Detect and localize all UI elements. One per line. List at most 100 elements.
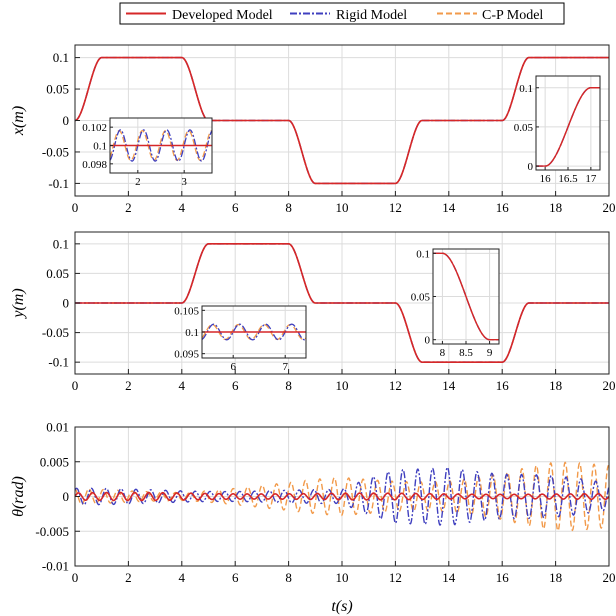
inset-y-tick-label: 0.1 [185, 327, 199, 339]
inset-series [202, 323, 306, 341]
inset-y-tick-label: 0.095 [174, 349, 199, 361]
inset-y-tick-label: 0.05 [514, 122, 534, 134]
inset-y-tick-label: 0.098 [82, 159, 107, 171]
y-tick-label: 0.1 [53, 236, 69, 251]
x-tick-label: 0 [72, 200, 79, 215]
x-tick-label: 8 [285, 378, 292, 393]
inset-x-tick-label: 16 [540, 173, 552, 185]
inset-series-line [433, 252, 499, 341]
x-tick-label: 14 [442, 200, 456, 215]
y-axis-label: y(m) [10, 288, 27, 319]
x-tick-label: 10 [336, 200, 349, 215]
x-tick-label: 20 [603, 570, 616, 585]
inset-1: 6 7 0.105 0.1 0.095 [174, 305, 307, 373]
y-tick-label: -0.05 [42, 325, 69, 340]
y-tick-label: -0.005 [35, 524, 69, 539]
x-tick-label: 2 [125, 570, 132, 585]
series-group [75, 461, 609, 532]
x-tick-label: 12 [389, 378, 402, 393]
inset-2: 16 16.5 17 0.1 0.05 0 [514, 75, 601, 185]
inset-2: 8 8.5 9 0.1 0.05 0 [411, 248, 500, 359]
panel-3: 0 2 4 6 8 10 12 14 16 18 20 0.01 0.005 0 -0.005 -0.01 θ(… [10, 420, 616, 586]
x-tick-label: 16 [496, 570, 510, 585]
x-tick-label: 20 [603, 200, 616, 215]
inset-series [110, 129, 212, 162]
inset-series [433, 252, 499, 341]
inset-x-tick-label: 16.5 [558, 173, 578, 185]
y-tick-label: 0 [63, 113, 70, 128]
inset-y-tick-label: 0.05 [411, 292, 431, 304]
x-axis-label: t(s) [331, 598, 352, 615]
inset-series-line [202, 323, 306, 341]
x-tick-label: 2 [125, 200, 132, 215]
x-tick-label: 18 [549, 200, 562, 215]
inset-series-line [202, 323, 306, 341]
panel-1: 0 2 4 6 8 10 12 14 16 18 20 0.1 0.05 0 -0.05 -0.1 x(m) 2 3… [10, 44, 616, 215]
x-tick-label: 0 [72, 378, 79, 393]
x-tick-label: 18 [549, 570, 562, 585]
inset-y-tick-label: 0.1 [416, 248, 430, 260]
x-tick-label: 10 [336, 570, 349, 585]
inset-y-tick-label: 0.105 [174, 305, 199, 317]
y-tick-label: 0.1 [53, 50, 69, 65]
x-tick-label: 14 [442, 570, 456, 585]
x-tick-label: 4 [179, 570, 186, 585]
legend-label: Rigid Model [336, 8, 407, 23]
inset-x-tick-label: 8.5 [459, 347, 473, 359]
x-tick-label: 0 [72, 570, 79, 585]
legend: Developed Model Rigid Model C-P Model [119, 2, 565, 25]
inset-x-tick-label: 2 [135, 176, 141, 188]
inset-series-line [110, 129, 212, 162]
x-tick-label: 4 [179, 200, 186, 215]
inset-series-line [110, 130, 212, 161]
inset-series [536, 87, 600, 167]
x-tick-label: 10 [336, 378, 349, 393]
x-tick-label: 2 [125, 378, 132, 393]
inset-y-tick-label: 0 [528, 161, 534, 173]
y-tick-label: -0.01 [42, 559, 69, 574]
legend-box [119, 2, 565, 25]
series-group [75, 56, 609, 185]
inset-y-tick-label: 0 [425, 335, 431, 347]
inset-series-line [536, 87, 600, 167]
y-tick-label: 0.05 [46, 266, 69, 281]
y-tick-label: 0.05 [46, 82, 69, 97]
legend-label: Developed Model [172, 8, 273, 23]
inset-x-tick-label: 3 [181, 176, 187, 188]
series-line-developed-model [75, 56, 609, 185]
y-tick-label: 0.01 [46, 420, 69, 435]
x-tick-label: 6 [232, 570, 239, 585]
x-tick-label: 6 [232, 378, 239, 393]
x-tick-label: 14 [442, 378, 456, 393]
y-tick-label: 0 [63, 489, 70, 504]
series-line-developed-model [75, 491, 609, 502]
series-group [75, 243, 609, 363]
y-tick-label: 0 [63, 296, 70, 311]
y-axis-label: θ(rad) [10, 476, 27, 517]
x-tick-label: 4 [179, 378, 186, 393]
inset-1: 2 3 0.102 0.1 0.098 [82, 117, 213, 188]
inset-y-tick-label: 0.102 [82, 122, 107, 134]
x-tick-label: 16 [496, 378, 510, 393]
inset-y-tick-label: 0.1 [93, 141, 107, 153]
inset-x-tick-label: 17 [585, 173, 597, 185]
inset-y-tick-label: 0.1 [519, 83, 533, 95]
x-tick-label: 18 [549, 378, 562, 393]
y-tick-label: 0.005 [40, 454, 69, 469]
series-line-developed-model [75, 243, 609, 363]
x-tick-label: 20 [603, 378, 616, 393]
inset-x-tick-label: 9 [487, 347, 493, 359]
y-tick-label: -0.1 [48, 176, 69, 191]
y-tick-label: -0.1 [48, 355, 69, 370]
x-tick-label: 8 [285, 570, 292, 585]
inset-x-tick-label: 7 [282, 361, 288, 373]
x-tick-label: 6 [232, 200, 239, 215]
x-tick-label: 16 [496, 200, 510, 215]
panel-2: 0 2 4 6 8 10 12 14 16 18 20 0.1 0.05 0 -0.05 -0.1 y(m) 6 7… [10, 231, 616, 393]
y-axis-label: x(m) [10, 106, 27, 136]
series-line-rigid-model [75, 466, 609, 526]
x-tick-label: 12 [389, 200, 402, 215]
inset-x-tick-label: 6 [230, 361, 236, 373]
y-tick-label: -0.05 [42, 144, 69, 159]
